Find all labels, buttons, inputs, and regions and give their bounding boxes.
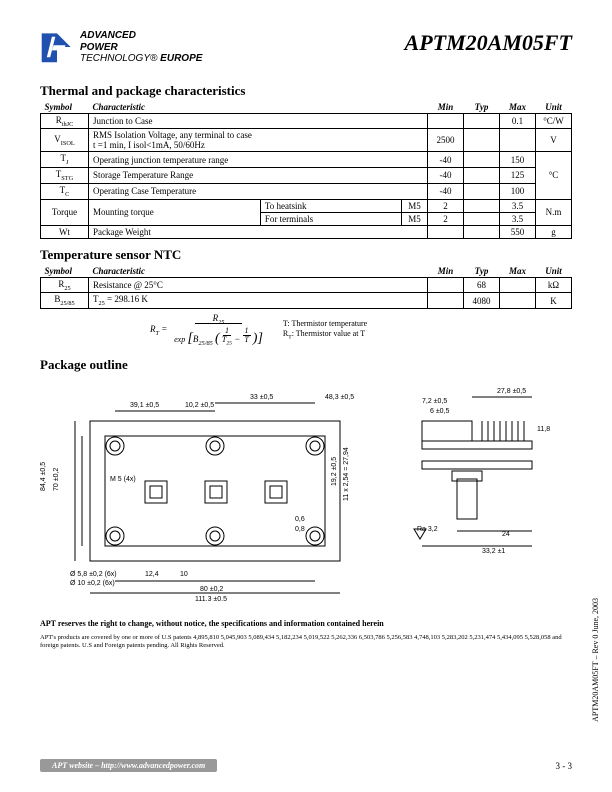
table-row: B25/85 T25 = 298.16 K 4080 K <box>41 293 572 309</box>
package-outline: 39,1 ±0,5 10,2 ±0,5 33 ±0,5 48,3 ±0,5 84… <box>40 381 572 601</box>
logo-line-1: ADVANCED <box>80 30 202 42</box>
th-char: Characteristic <box>89 101 428 114</box>
table-row: R25 Resistance @ 25°C 68 kΩ <box>41 277 572 293</box>
outline-side-view: 27,8 ±0,5 7,2 ±0,5 6 ±0,5 11,8 24 33,2 ±… <box>402 381 562 601</box>
thermal-title: Thermal and package characteristics <box>40 83 572 99</box>
th-typ: Typ <box>464 101 500 114</box>
th-symbol: Symbol <box>41 101 89 114</box>
svg-text:70 ±0,2: 70 ±0,2 <box>53 468 60 491</box>
th-unit: Unit <box>536 101 572 114</box>
svg-text:33,2 ±1: 33,2 ±1 <box>482 548 505 555</box>
svg-text:27,8 ±0,5: 27,8 ±0,5 <box>497 388 526 395</box>
svg-text:10,2 ±0,5: 10,2 ±0,5 <box>185 402 214 409</box>
svg-text:11 x 2,54 = 27,94: 11 x 2,54 = 27,94 <box>343 447 350 501</box>
svg-text:6 ±0,5: 6 ±0,5 <box>430 408 450 415</box>
table-row: Torque Mounting torque To heatsink M5 2 … <box>41 199 572 212</box>
th-min: Min <box>428 101 464 114</box>
ntc-title: Temperature sensor NTC <box>40 247 572 263</box>
website-link[interactable]: APT website – http://www.advancedpower.c… <box>40 759 217 772</box>
part-number: APTM20AM05FT <box>405 30 572 56</box>
logo-reg: ® <box>150 53 157 64</box>
svg-text:0,8: 0,8 <box>295 526 305 533</box>
svg-text:10: 10 <box>180 571 188 578</box>
side-revision: APTM20AM05FT – Rev 0 June, 2003 <box>591 598 600 722</box>
svg-text:11,8: 11,8 <box>537 426 550 433</box>
page-number: 3 - 3 <box>556 761 573 771</box>
svg-text:12,4: 12,4 <box>145 571 159 578</box>
logo-line-2: POWER <box>80 42 202 54</box>
svg-text:0,6: 0,6 <box>295 516 305 523</box>
table-row: Wt Package Weight 550 g <box>41 225 572 238</box>
company-logo: ADVANCED POWER TECHNOLOGY® EUROPE <box>40 30 202 65</box>
logo-icon <box>40 30 74 64</box>
footer-patents: APT's products are covered by one or mor… <box>40 634 572 649</box>
thermal-table: Symbol Characteristic Min Typ Max Unit R… <box>40 101 572 239</box>
table-row: TSTG Storage Temperature Range -40 125 <box>41 168 572 184</box>
svg-text:80 ±0,2: 80 ±0,2 <box>200 586 223 593</box>
th-max: Max <box>500 101 536 114</box>
footer-disclaimer: APT reserves the right to change, withou… <box>40 619 572 628</box>
table-row: TJ Operating junction temperature range … <box>41 152 572 168</box>
outline-title: Package outline <box>40 357 572 373</box>
svg-text:111,3 ±0,5: 111,3 ±0,5 <box>195 596 227 601</box>
svg-text:84,4 ±0,5: 84,4 ±0,5 <box>40 462 47 491</box>
logo-line-3c: EUROPE <box>160 53 202 64</box>
outline-top-view: 39,1 ±0,5 10,2 ±0,5 33 ±0,5 48,3 ±0,5 84… <box>40 381 390 601</box>
svg-text:48,3 ±0,5: 48,3 ±0,5 <box>325 394 354 401</box>
svg-text:33 ±0,5: 33 ±0,5 <box>250 394 273 401</box>
svg-text:39,1 ±0,5: 39,1 ±0,5 <box>130 402 159 409</box>
footer-bar: APT website – http://www.advancedpower.c… <box>40 759 572 772</box>
svg-text:7,2 ±0,5: 7,2 ±0,5 <box>422 398 447 405</box>
formula-note-1: T: Thermistor temperature <box>283 319 367 329</box>
svg-text:Ø 5,8 ±0,2 (6x): Ø 5,8 ±0,2 (6x) <box>70 571 117 578</box>
logo-line-3a: TECHNOLOGY <box>80 53 150 64</box>
table-row: RthJC Junction to Case 0.1 °C/W <box>41 113 572 129</box>
page-header: ADVANCED POWER TECHNOLOGY® EUROPE APTM20… <box>40 30 572 65</box>
ntc-table: Symbol Characteristic Min Typ Max Unit R… <box>40 265 572 310</box>
ntc-formula: RT = R25 exp [B25/85 ( 1T25 − 1T )] T: T… <box>150 313 572 347</box>
table-row: VISOL RMS Isolation Voltage, any termina… <box>41 129 572 152</box>
table-row: TC Operating Case Temperature -40 100 <box>41 183 572 199</box>
svg-text:19,2 ±0,5: 19,2 ±0,5 <box>331 457 338 486</box>
svg-text:M 5 (4x): M 5 (4x) <box>110 476 136 483</box>
svg-text:Ø 10 ±0,2 (6x): Ø 10 ±0,2 (6x) <box>70 580 115 587</box>
svg-text:24: 24 <box>502 531 510 538</box>
